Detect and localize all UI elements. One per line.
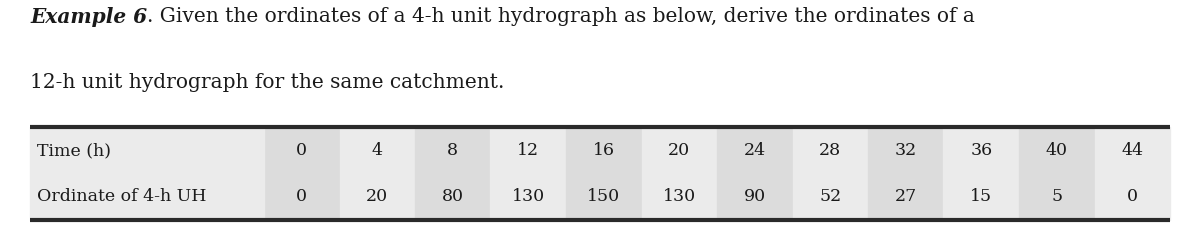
Bar	[30, 127, 264, 220]
Bar	[792, 127, 868, 220]
Text: 44: 44	[1121, 142, 1144, 159]
Bar	[943, 127, 1019, 220]
Bar	[642, 127, 718, 220]
Text: 16: 16	[593, 142, 614, 159]
Bar	[491, 127, 566, 220]
Text: 27: 27	[895, 188, 917, 205]
Bar	[340, 127, 415, 220]
Text: Ordinate of 4-h UH: Ordinate of 4-h UH	[37, 188, 206, 205]
Bar	[566, 127, 642, 220]
Text: 4: 4	[372, 142, 383, 159]
Text: 52: 52	[820, 188, 841, 205]
Text: 150: 150	[587, 188, 620, 205]
Text: 130: 130	[662, 188, 696, 205]
Text: 20: 20	[366, 188, 389, 205]
Text: 0: 0	[1127, 188, 1138, 205]
Text: 24: 24	[744, 142, 766, 159]
Text: 130: 130	[511, 188, 545, 205]
Text: 0: 0	[296, 142, 307, 159]
Text: 12-h unit hydrograph for the same catchment.: 12-h unit hydrograph for the same catchm…	[30, 73, 504, 92]
Text: 40: 40	[1045, 142, 1068, 159]
Bar	[264, 127, 340, 220]
Text: 90: 90	[744, 188, 766, 205]
Text: 12: 12	[517, 142, 539, 159]
Bar	[415, 127, 491, 220]
Bar	[868, 127, 943, 220]
Text: 5: 5	[1051, 188, 1062, 205]
Text: 80: 80	[442, 188, 463, 205]
Text: . Given the ordinates of a 4-h unit hydrograph as below, derive the ordinates of: . Given the ordinates of a 4-h unit hydr…	[148, 7, 974, 26]
Text: 20: 20	[668, 142, 690, 159]
Text: Example 6: Example 6	[30, 7, 148, 27]
Text: 32: 32	[895, 142, 917, 159]
Bar	[1019, 127, 1094, 220]
Text: 0: 0	[296, 188, 307, 205]
Text: 15: 15	[970, 188, 992, 205]
Bar	[716, 127, 792, 220]
Text: Time (h): Time (h)	[37, 142, 112, 159]
Bar	[1094, 127, 1170, 220]
Text: 36: 36	[970, 142, 992, 159]
Text: 28: 28	[820, 142, 841, 159]
Text: 8: 8	[448, 142, 458, 159]
